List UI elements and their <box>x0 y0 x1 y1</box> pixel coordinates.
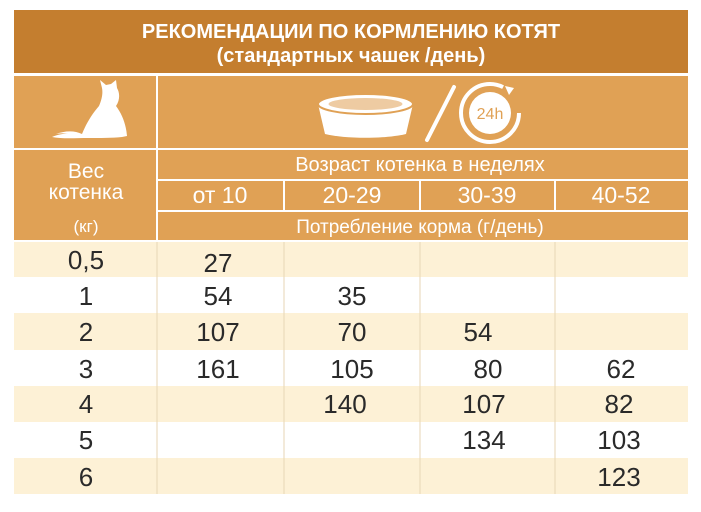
age-header: Возраст котенка в неделях <box>295 154 545 176</box>
consumption-header: Потребление корма (г/день) <box>296 217 544 238</box>
food-bowl-icon <box>317 93 414 138</box>
row-6-weight: 6 <box>79 462 93 492</box>
row-4-col-3: 82 <box>605 389 634 419</box>
row-2-col-2: 54 <box>464 317 493 347</box>
header-grid <box>14 76 688 240</box>
row-bg-0 <box>14 242 688 277</box>
slash-divider <box>425 85 456 142</box>
row-4-col-1: 140 <box>323 389 366 419</box>
row-2-weight: 2 <box>79 317 93 347</box>
row-6-col-3: 123 <box>597 462 640 492</box>
row-0-weight: 0,5 <box>68 245 104 275</box>
row-1-weight: 1 <box>79 281 93 311</box>
cat-silhouette-icon <box>52 80 127 139</box>
weight-header-line1: Вес <box>68 160 104 183</box>
clock-24h-icon: 24h <box>459 82 521 144</box>
row-3-col-0: 161 <box>196 354 239 384</box>
row-3-col-1: 105 <box>330 354 373 384</box>
row-bg-2 <box>14 313 688 350</box>
weight-header-unit: (кг) <box>74 217 99 236</box>
row-3-col-3: 62 <box>607 354 636 384</box>
row-5-col-2: 134 <box>462 425 505 455</box>
row-0-col-0: 27 <box>204 248 233 278</box>
weight-header-line2: котенка <box>49 181 124 204</box>
row-3-weight: 3 <box>79 354 93 384</box>
row-4-col-2: 107 <box>462 389 505 419</box>
row-5-col-3: 103 <box>597 425 640 455</box>
body-grid <box>156 242 556 494</box>
age-col-0: от 10 <box>193 182 248 208</box>
row-bg-1 <box>14 277 688 313</box>
row-1-col-1: 35 <box>338 281 367 311</box>
age-col-3: 40-52 <box>592 182 651 208</box>
row-2-col-1: 70 <box>338 317 367 347</box>
title-band <box>14 10 688 73</box>
row-5-weight: 5 <box>79 425 93 455</box>
age-col-2: 30-39 <box>458 182 517 208</box>
row-1-col-0: 54 <box>204 281 233 311</box>
title-line2: (стандартных чашек /день) <box>217 45 486 67</box>
title-line1: РЕКОМЕНДАЦИИ ПО КОРМЛЕНИЮ КОТЯТ <box>142 21 560 43</box>
row-bg-6 <box>14 458 688 494</box>
clock-24h-label: 24h <box>477 106 504 123</box>
row-2-col-0: 107 <box>196 317 239 347</box>
row-bg-3 <box>14 350 688 386</box>
row-bg-4 <box>14 386 688 422</box>
age-col-1: 20-29 <box>323 182 382 208</box>
row-bg-5 <box>14 422 688 458</box>
row-3-col-2: 80 <box>474 354 503 384</box>
row-4-weight: 4 <box>79 389 93 419</box>
